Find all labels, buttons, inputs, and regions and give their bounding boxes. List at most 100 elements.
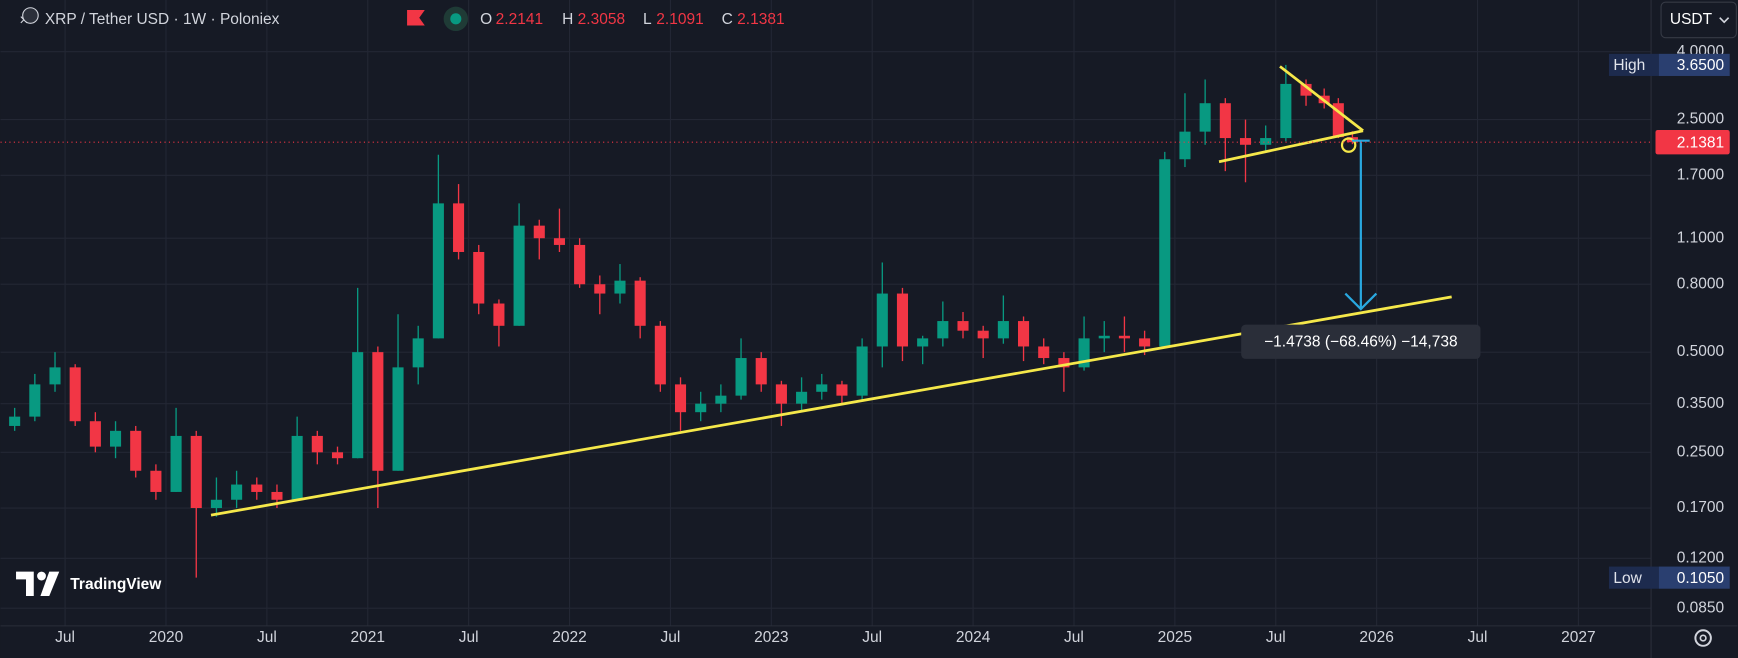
- candle-body: [1239, 138, 1252, 145]
- y-tick-label: 0.3500: [1677, 395, 1725, 412]
- triangle-bottom: [1218, 129, 1364, 164]
- ohlc-value: 2.1091: [656, 11, 703, 28]
- candle-body: [614, 280, 626, 294]
- candle-body: [634, 280, 646, 326]
- candle-body: [251, 484, 263, 492]
- marker-value: 3.6500: [1677, 57, 1725, 74]
- candle-body: [1300, 83, 1312, 96]
- candle-body: [977, 330, 989, 339]
- candle-body: [715, 395, 727, 404]
- candle-body: [49, 367, 61, 385]
- candle-body: [130, 430, 142, 471]
- candle-body: [453, 203, 465, 252]
- x-tick-label: Jul: [1468, 629, 1488, 646]
- watermark: TradingView: [16, 571, 162, 596]
- x-tick-label: 2025: [1158, 629, 1192, 646]
- currency-button[interactable]: [1660, 1, 1737, 39]
- candle-body: [473, 251, 485, 304]
- candle-body: [1038, 346, 1050, 359]
- candle-body: [1098, 335, 1110, 339]
- candle-body: [291, 435, 303, 500]
- x-tick-label: 2020: [149, 629, 184, 646]
- symbol-title: XRP / Tether USD · 1W · Poloniex: [45, 11, 280, 28]
- logo-mark: [40, 571, 60, 596]
- y-tick-label: 1.7000: [1677, 166, 1725, 183]
- candle-body: [533, 225, 545, 239]
- y-tick-label: 2.5000: [1677, 111, 1725, 128]
- current-price-label: 2.1381: [1677, 134, 1724, 151]
- candle-body: [997, 321, 1009, 339]
- ohlc-label: H: [562, 11, 573, 28]
- x-tick-label: 2027: [1561, 629, 1595, 646]
- y-tick-label: 0.8000: [1677, 275, 1725, 292]
- candle-body: [89, 421, 101, 447]
- candle-body: [1118, 335, 1130, 339]
- x-tick-label: Jul: [661, 629, 681, 646]
- symbol-logo: [22, 7, 39, 24]
- candle-body: [392, 367, 404, 471]
- candle-body: [1219, 103, 1231, 139]
- ohlc-label: C: [722, 11, 733, 28]
- y-tick-label: 0.2500: [1677, 443, 1725, 460]
- candle-body: [493, 303, 505, 326]
- candle-body: [29, 384, 41, 417]
- candle-body: [412, 338, 424, 368]
- x-tick-label: Jul: [1266, 629, 1286, 646]
- candle-body: [1179, 131, 1191, 160]
- candle-body: [331, 452, 344, 459]
- candle-body: [896, 293, 909, 347]
- candle-body: [937, 321, 949, 339]
- x-tick-label: 2024: [956, 629, 991, 646]
- candle-body: [311, 435, 323, 453]
- candle-body: [775, 384, 787, 404]
- candle-body: [836, 384, 848, 396]
- settings-icon[interactable]: [1694, 629, 1712, 647]
- watermark-text: TradingView: [70, 576, 162, 593]
- logo-mark: [37, 571, 46, 581]
- candle-body: [1199, 103, 1211, 132]
- x-tick-label: Jul: [257, 629, 277, 646]
- candle-body: [1078, 338, 1090, 368]
- y-tick-label: 0.0850: [1677, 599, 1725, 616]
- ohlc-label: L: [643, 11, 652, 28]
- logo-mark: [16, 571, 34, 596]
- x-tick-label: 2021: [351, 629, 385, 646]
- grid: [0, 0, 1652, 626]
- measure-box: [1241, 324, 1481, 359]
- x-tick-label: 2026: [1359, 629, 1393, 646]
- marker-name-box: [1608, 566, 1659, 589]
- currency-caret[interactable]: [1719, 17, 1730, 24]
- candle-body: [654, 325, 666, 385]
- marker-value: 0.1050: [1677, 570, 1725, 587]
- candle-body: [352, 352, 364, 459]
- ohlc-label: O: [480, 11, 492, 28]
- ohlc-value: 2.2141: [496, 11, 543, 28]
- current-price-box: [1655, 130, 1730, 155]
- candle-body: [735, 358, 747, 396]
- settings-icon-core[interactable]: [1699, 634, 1707, 642]
- marker-name-box: [1608, 53, 1659, 76]
- x-tick-label: Jul: [1064, 629, 1084, 646]
- y-tick-label: 0.5000: [1677, 343, 1725, 360]
- y-tick-label: 0.1700: [1677, 499, 1725, 516]
- flag-icon: [407, 9, 425, 26]
- candle-body: [1159, 159, 1171, 347]
- status-dot: [450, 13, 462, 25]
- marker-value-box: [1658, 53, 1730, 76]
- close-icon: ×: [19, 12, 28, 29]
- candle-body: [372, 352, 384, 471]
- candle-body: [513, 225, 525, 326]
- x-tick-label: 2022: [552, 629, 586, 646]
- triangle-top: [1279, 65, 1364, 132]
- measure-label: −1.4738 (−68.46%) −14,738: [1264, 333, 1457, 350]
- currency-label[interactable]: USDT: [1670, 11, 1713, 28]
- candle-body: [1280, 83, 1292, 139]
- candle-body: [190, 435, 202, 509]
- candle-body: [1260, 138, 1272, 145]
- x-tick-label: Jul: [55, 629, 75, 646]
- candle-body: [271, 491, 283, 500]
- candle-body: [553, 238, 565, 245]
- marker-name: High: [1613, 57, 1645, 74]
